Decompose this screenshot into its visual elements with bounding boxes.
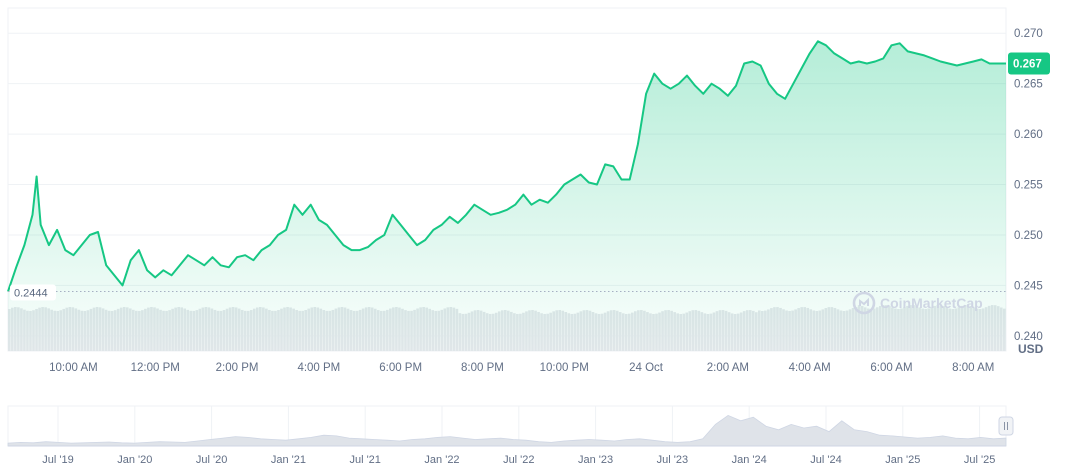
price-area-fill <box>8 41 1006 352</box>
price-area <box>8 41 1006 352</box>
y-tick-label: 0.265 <box>1014 79 1043 91</box>
navigator-tick-label: Jul '19 <box>42 454 73 466</box>
y-tick-label: 0.255 <box>1014 180 1043 192</box>
current-price-badge: 0.267 <box>1008 52 1050 75</box>
navigator-tick-label: Jul '22 <box>503 454 534 466</box>
range-navigator[interactable]: Jul '19 Jan '20 Jul '20 Jan '21 Jul '21 Jan '… <box>7 405 1014 466</box>
navigator-tick-label: Jul '21 <box>349 454 380 466</box>
navigator-tick-label: Jan '25 <box>885 454 920 466</box>
x-tick-label: 10:00 AM <box>49 362 98 374</box>
x-tick-label: 8:00 AM <box>952 362 994 374</box>
x-tick-label: 2:00 PM <box>216 362 259 374</box>
y-tick-label: 0.250 <box>1014 230 1043 242</box>
x-tick-label: 6:00 PM <box>379 362 422 374</box>
unit-label: USD <box>1018 342 1044 356</box>
navigator-tick-label: Jul '25 <box>964 454 995 466</box>
current-price-label: 0.267 <box>1013 58 1042 70</box>
x-tick-label: 4:00 PM <box>297 362 340 374</box>
y-axis: 0.270 0.265 0.260 0.255 0.250 0.245 0.240 <box>1014 28 1043 343</box>
x-tick-label: 8:00 PM <box>461 362 504 374</box>
navigator-tick-label: Jan '24 <box>732 454 767 466</box>
navigator-area <box>7 414 1007 447</box>
x-tick-label: 10:00 PM <box>540 362 589 374</box>
y-tick-label: 0.260 <box>1014 129 1043 141</box>
x-tick-label: 24 Oct <box>629 362 664 374</box>
y-tick-label: 0.245 <box>1014 280 1043 292</box>
y-tick-label: 0.240 <box>1014 331 1043 343</box>
navigator-handle[interactable] <box>998 416 1014 436</box>
navigator-x-axis: Jul '19 Jan '20 Jul '20 Jan '21 Jul '21 Jan '… <box>42 454 995 466</box>
x-tick-label: 2:00 AM <box>707 362 749 374</box>
y-tick-label: 0.270 <box>1014 28 1043 40</box>
navigator-tick-label: Jan '23 <box>578 454 613 466</box>
x-axis: 10:00 AM 12:00 PM 2:00 PM 4:00 PM 6:00 PM 8:0… <box>49 362 994 374</box>
price-line-group <box>7 40 1006 292</box>
open-price-label-box: 0.2444 <box>10 284 56 301</box>
navigator-tick-label: Jan '21 <box>271 454 306 466</box>
navigator-tick-label: Jul '24 <box>810 454 841 466</box>
navigator-tick-label: Jul '20 <box>196 454 227 466</box>
watermark-text: CoinMarketCap <box>880 295 983 311</box>
x-tick-label: 6:00 AM <box>870 362 912 374</box>
x-tick-label: 4:00 AM <box>789 362 831 374</box>
open-price-label: 0.2444 <box>14 287 48 299</box>
watermark: CoinMarketCap <box>852 291 983 315</box>
price-line <box>7 40 1006 292</box>
x-tick-label: 12:00 PM <box>131 362 180 374</box>
navigator-tick-label: Jan '22 <box>424 454 459 466</box>
navigator-tick-label: Jan '20 <box>117 454 152 466</box>
coinmarketcap-logo-icon <box>852 291 876 315</box>
navigator-tick-label: Jul '23 <box>657 454 688 466</box>
